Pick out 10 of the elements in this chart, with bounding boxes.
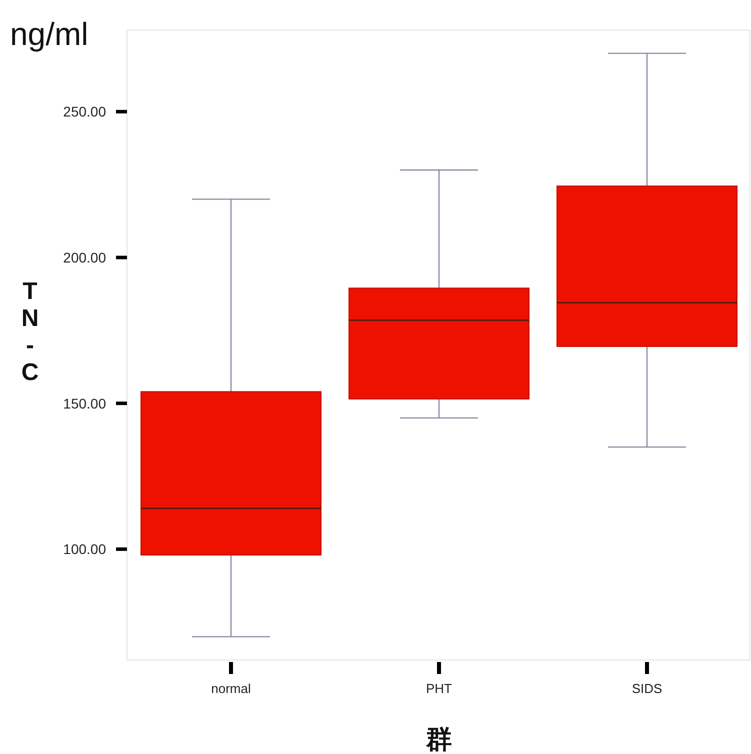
x-tick-label: SIDS: [632, 681, 662, 696]
y-tick-label: 250.00: [63, 104, 106, 120]
x-tick-label: normal: [211, 681, 251, 696]
y-tick-label: 200.00: [63, 250, 106, 266]
x-axis-title: 群: [425, 724, 452, 754]
y-tick-label: 150.00: [63, 395, 106, 412]
y-axis-title: TN-C: [16, 278, 44, 386]
chart-title: ng/ml: [10, 16, 88, 52]
x-tick-label: PHT: [426, 681, 452, 696]
y-tick-label: 100.00: [63, 541, 106, 558]
